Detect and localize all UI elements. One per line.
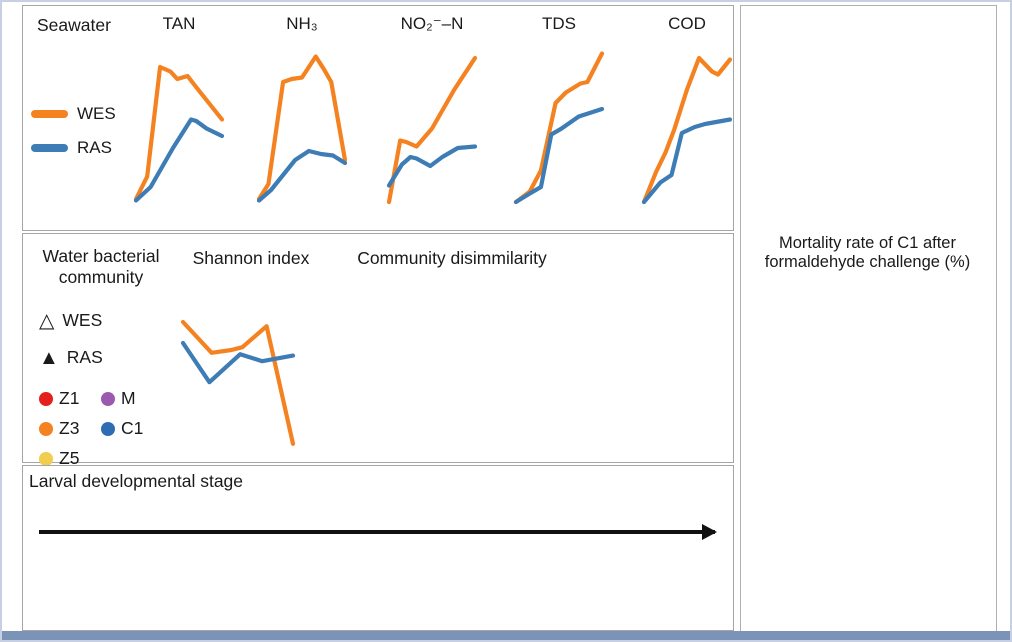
right-panel: Mortality rate of C1 after formaldehyde …	[740, 5, 997, 632]
seawater-panel: Seawater WES RAS TAN NH₃ NO₂⁻–N TDS	[22, 5, 734, 231]
chart-cell-tan: TAN	[118, 14, 240, 202]
m-label: M	[121, 388, 136, 408]
z5-label: Z5	[59, 448, 80, 468]
legend-item-ras: RAS	[31, 138, 116, 158]
nh3-line-chart	[259, 52, 345, 202]
chart-title-tds: TDS	[542, 14, 576, 33]
chart-title-no2n: NO₂⁻–N	[400, 14, 464, 33]
community-panel: Water bacterial community △ WES ▲ RAS Z1…	[22, 233, 734, 468]
shannon-line-chart	[183, 308, 293, 448]
community-legend-title-line1: Water bacterial	[42, 246, 160, 266]
no2n-line-chart	[389, 52, 475, 202]
chart-cell-nh3: NH₃	[241, 14, 363, 202]
legend-item-wes: △ WES	[39, 310, 171, 331]
z5-dot-icon	[39, 451, 53, 466]
contributions-title-line2: formaldehyde challenge (%)	[764, 253, 971, 272]
contributions-title: Mortality rate of C1 after formaldehyde …	[741, 234, 994, 273]
seawater-title: Seawater	[37, 15, 111, 35]
m-dot-icon	[101, 391, 115, 406]
legend-item-z5: Z5	[39, 448, 101, 469]
shannon-title: Shannon index	[192, 248, 310, 268]
ras-label: RAS	[66, 347, 103, 367]
ncycling-line-chart	[611, 312, 717, 448]
z1-dot-icon	[39, 391, 53, 406]
community-legend-title: Water bacterial community	[31, 246, 171, 288]
z3-label: Z3	[59, 418, 80, 438]
larval-title: Larval developmental stage	[29, 471, 244, 491]
contributions-title-line1: Mortality rate of C1 after	[779, 234, 956, 252]
chart-title-tan: TAN	[162, 14, 196, 33]
c1-dot-icon	[101, 421, 115, 436]
cod-line-chart	[644, 52, 730, 202]
legend-item-wes: WES	[31, 104, 116, 124]
community-legend-title-line2: community	[58, 267, 144, 287]
dissimilarity-title: Community disimmilarity	[357, 248, 547, 268]
legend-item-z1: Z1	[39, 388, 101, 409]
legend-item-m: M	[101, 388, 163, 409]
tds-line-chart	[516, 52, 602, 202]
community-legend: Water bacterial community △ WES ▲ RAS Z1…	[31, 246, 171, 469]
seawater-legend: WES RAS	[31, 104, 116, 158]
tan-line-chart	[136, 52, 222, 202]
filled-triangle-icon: ▲	[39, 346, 59, 369]
c1-label: C1	[121, 418, 144, 438]
z3-dot-icon	[39, 421, 53, 436]
chart-cell-tds: TDS	[498, 14, 620, 202]
open-triangle-icon: △	[39, 309, 55, 332]
wes-label: WES	[62, 310, 103, 330]
chart-cell-no2n: NO₂⁻–N	[371, 14, 493, 202]
wes-line-swatch	[31, 110, 68, 118]
chart-title-nh3: NH₃	[286, 14, 318, 33]
stage-color-legend: Z1 M Z3 C1 Z5	[39, 388, 171, 469]
mortality-block	[741, 466, 996, 631]
chart-title-cod: COD	[668, 14, 706, 33]
wes-label: WES	[77, 104, 116, 123]
legend-item-z3: Z3	[39, 418, 101, 439]
developmental-stage-arrow	[39, 524, 717, 539]
legend-item-ras: ▲ RAS	[39, 347, 171, 368]
contributions-block: Mortality rate of C1 after formaldehyde …	[741, 234, 994, 276]
chart-cell-cod: COD	[626, 14, 748, 202]
z1-label: Z1	[59, 388, 80, 408]
larval-panel: Larval developmental stage	[22, 465, 734, 631]
ras-line-swatch	[31, 144, 68, 152]
legend-item-c1: C1	[101, 418, 163, 439]
ras-label: RAS	[77, 138, 112, 157]
bottom-border-bar	[2, 631, 1010, 640]
